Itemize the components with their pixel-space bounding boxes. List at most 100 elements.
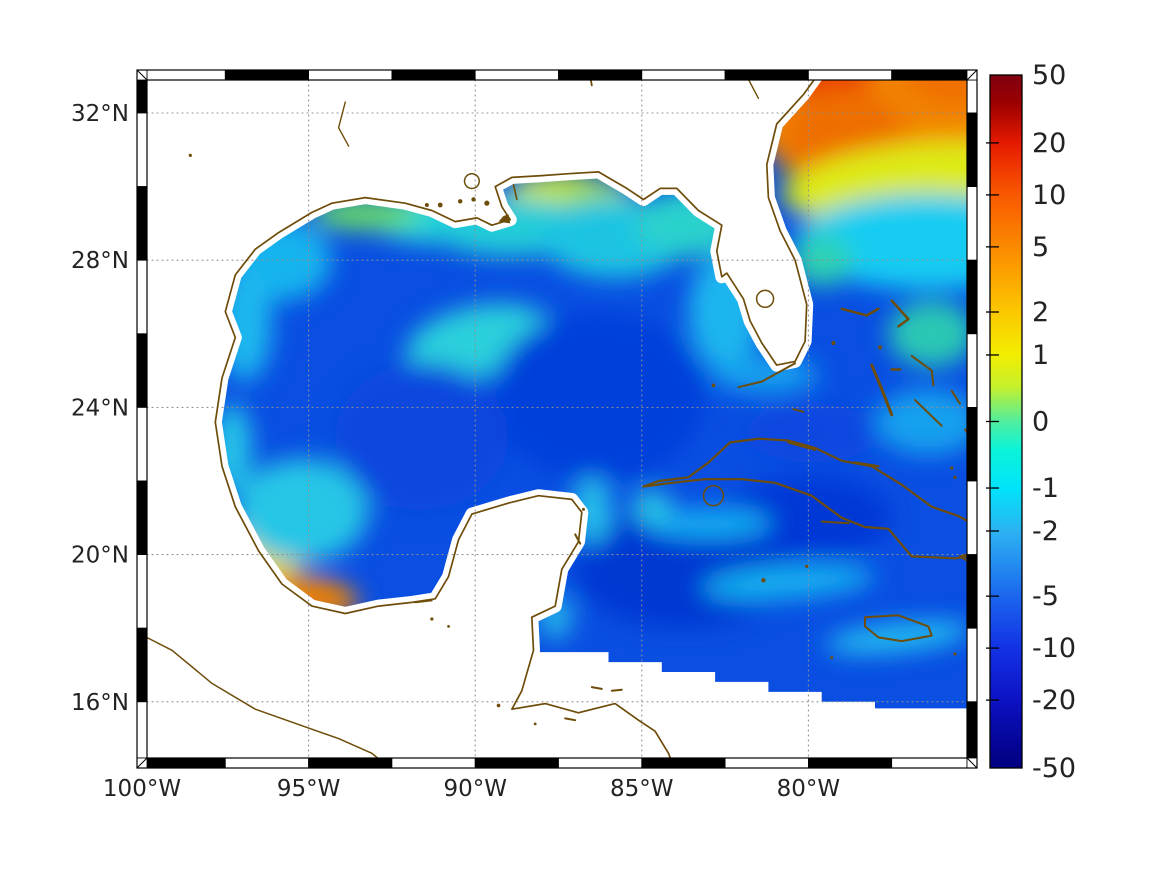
frame-corner-miter <box>966 69 978 81</box>
cuba-coastline <box>642 437 967 560</box>
island-line-bay-islands <box>590 686 603 690</box>
frame-segment <box>224 69 310 81</box>
frame-segment <box>224 757 310 769</box>
dot-guatemala-dot <box>533 722 537 726</box>
island-line-abaco <box>890 299 910 328</box>
colorbar-tick-label: -5 <box>1032 581 1059 612</box>
island-line-cat-island <box>950 389 961 405</box>
frame-segment <box>808 757 893 769</box>
frame-segment <box>136 333 148 408</box>
frame-segment <box>308 69 393 81</box>
map-frame <box>136 69 978 769</box>
colorbar-tick-label: 10 <box>1032 180 1066 211</box>
colorbar-tick-label: -50 <box>1032 753 1076 784</box>
dot-bimini <box>831 341 836 345</box>
dot-marsh-2 <box>471 197 476 202</box>
dot-yucatan-lagoon-2 <box>447 624 450 628</box>
frame-segment <box>891 69 968 81</box>
x-tick-label: 95°W <box>277 776 341 802</box>
colorbar-tick-label: -10 <box>1032 633 1076 664</box>
frame-segment <box>808 69 893 81</box>
frame-segment <box>136 79 148 114</box>
dot-guatemala-lake <box>496 703 501 708</box>
colorbar-tick-label: -1 <box>1032 473 1059 504</box>
island-line-cay-sal-bank <box>792 408 805 413</box>
axis-labels: 100°W 95°W 90°W 85°W 80°W 32°N 28°N 24°N 20°N 16°… <box>71 101 840 802</box>
frame-segment <box>966 112 978 187</box>
x-tick-label: 85°W <box>610 776 674 802</box>
field-florida-strait-blue <box>745 403 879 463</box>
colorbar-tick-label: 1 <box>1032 340 1049 371</box>
dot-grand-cayman <box>761 578 766 583</box>
y-tick-label: 20°N <box>71 543 129 569</box>
dot-yucatan-lagoon <box>430 617 434 621</box>
frame-segment <box>136 186 148 261</box>
dot-caribbean-speck <box>953 652 957 656</box>
ring-lake-okeechobee <box>755 289 775 309</box>
frame-segment <box>891 757 968 769</box>
dot-dry-tortugas <box>711 383 716 388</box>
x-tick-label: 100°W <box>103 776 181 802</box>
island-line-cuba-north-cays-2 <box>853 461 880 468</box>
colorbar-tick-label: 20 <box>1032 128 1066 159</box>
dot-marsh-3 <box>458 199 463 204</box>
dot-marsh-1 <box>484 200 490 206</box>
island-line-chandeleur <box>512 184 518 201</box>
island-line-andros <box>870 363 894 417</box>
frame-segment <box>641 69 726 81</box>
frame-inner-outline <box>146 79 968 759</box>
field-deep-gulf-dark-west <box>335 363 509 511</box>
island-line-cuba-north-cays <box>787 441 817 451</box>
dot-pedro-bank <box>830 656 834 660</box>
frame-segment <box>391 69 476 81</box>
frame-segment <box>966 186 978 261</box>
frame-segment <box>474 69 559 81</box>
ring-isla-de-la-juventud <box>702 485 725 507</box>
frame-segment <box>966 701 978 759</box>
frame-outer-outline <box>136 69 978 769</box>
frame-segment <box>146 757 226 769</box>
island-line-texas-river <box>337 101 350 147</box>
frame-segment <box>641 757 726 769</box>
island-line-bay-islands-2 <box>610 688 623 692</box>
field-deep-gulf-dark-east <box>491 311 706 481</box>
dot-ragged-island <box>950 466 954 470</box>
field-bahamas-cyan <box>875 389 967 456</box>
island-line-grand-bahama <box>840 307 880 317</box>
island-line-florida-keys <box>737 362 797 389</box>
mississippi-delta <box>498 214 511 224</box>
field-keys-cyan <box>711 355 819 393</box>
field-caribbean-dark-east <box>725 477 892 559</box>
y-tick-label: 28°N <box>71 248 129 274</box>
y-tick-label: 24°N <box>71 395 129 421</box>
x-tick-label: 80°W <box>777 776 841 802</box>
frame-segment <box>136 406 148 482</box>
island-line-honduras-lagoon <box>564 717 577 722</box>
frame-segment <box>136 480 148 555</box>
frame-segment <box>966 79 978 114</box>
dot-ragged-island-2 <box>953 475 957 479</box>
map-plot-area <box>147 80 967 758</box>
coastlines <box>147 80 967 758</box>
colorbar-tick-label: 50 <box>1032 60 1066 91</box>
dot-isla-mujeres <box>581 507 585 511</box>
frame-corner-miter <box>966 757 978 769</box>
jamaica-coastline <box>864 614 933 643</box>
frame-segment <box>966 406 978 482</box>
frame-segment <box>966 627 978 703</box>
colorbar-tick-label: 0 <box>1032 407 1049 438</box>
haiti-coastline <box>959 553 967 562</box>
y-tick-label: 16°N <box>71 690 129 716</box>
field-cayman-spot <box>631 490 672 524</box>
colorbar-tick-label: -20 <box>1032 685 1076 716</box>
frame-segment <box>724 69 809 81</box>
graticule <box>147 80 967 758</box>
ring-lake-pontchartrain <box>463 172 480 190</box>
y-tick-label: 32°N <box>71 101 129 127</box>
field-caribbean-streak-mid <box>702 564 875 600</box>
frame-corner-miter <box>136 757 148 769</box>
pacific-mexico-coastline <box>147 636 379 758</box>
colorbar-gradient <box>989 74 1023 769</box>
